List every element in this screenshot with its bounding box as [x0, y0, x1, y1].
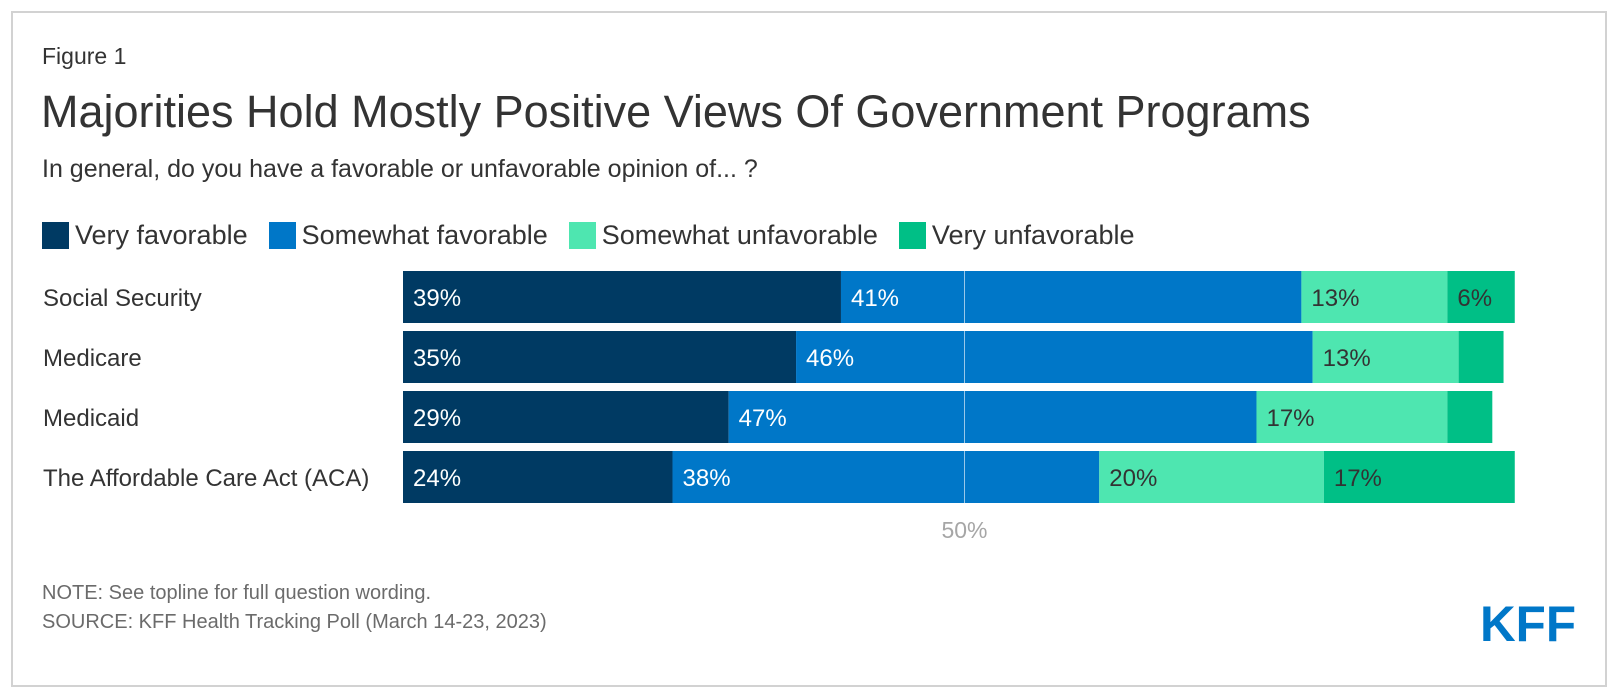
chart-title: Majorities Hold Mostly Positive Views Of…: [41, 86, 1311, 137]
data-label: 17%: [1266, 405, 1314, 432]
figure-label: Figure 1: [42, 43, 127, 69]
data-label: 46%: [806, 345, 854, 372]
bar-very-unfavorable-the-affordable-care-act-aca: [1323, 451, 1515, 503]
bar-very-favorable-social-security: [403, 271, 841, 323]
legend-swatch-very-favorable: [42, 221, 69, 249]
data-label: 39%: [413, 285, 461, 312]
legend-label-somewhat-unfavorable: Somewhat unfavorable: [601, 220, 878, 250]
data-label: 35%: [413, 345, 461, 372]
legend-item-somewhat-unfavorable: Somewhat unfavorable: [568, 220, 878, 250]
bar-somewhat-favorable-medicare: [796, 331, 1313, 383]
reference-line-label: 50%: [941, 517, 987, 543]
bar-somewhat-favorable-medicaid: [728, 391, 1257, 443]
bar-somewhat-favorable-social-security: [840, 271, 1302, 323]
legend-label-somewhat-favorable: Somewhat favorable: [301, 220, 548, 250]
bar-somewhat-unfavorable-social-security: [1301, 271, 1448, 323]
bar-somewhat-unfavorable-medicaid: [1256, 391, 1448, 443]
category-label: Medicaid: [43, 405, 139, 432]
bar-very-favorable-medicare: [403, 331, 797, 383]
kff-logo-text: KFF: [1480, 600, 1576, 646]
kff-logo: KFF: [1480, 600, 1576, 646]
data-label: 6%: [1457, 285, 1492, 312]
bar-very-unfavorable-medicaid: [1447, 391, 1493, 443]
category-label: Social Security: [43, 285, 202, 312]
legend-item-very-favorable: Very favorable: [42, 220, 248, 250]
category-label: The Affordable Care Act (ACA): [43, 465, 369, 492]
data-label: 13%: [1323, 345, 1371, 372]
chart-source: SOURCE: KFF Health Tracking Poll (March …: [42, 611, 547, 633]
bar-very-favorable-medicaid: [403, 391, 729, 443]
legend-item-very-unfavorable: Very unfavorable: [898, 220, 1135, 250]
bar-very-unfavorable-medicare: [1458, 331, 1504, 383]
legend-label-very-unfavorable: Very unfavorable: [931, 220, 1135, 250]
data-label: 29%: [413, 405, 461, 432]
data-label: 20%: [1109, 465, 1157, 492]
legend-swatch-very-unfavorable: [898, 221, 926, 249]
bar-very-favorable-the-affordable-care-act-aca: [403, 451, 673, 503]
data-label: 38%: [683, 465, 731, 492]
data-label: 41%: [851, 285, 899, 312]
data-label: 24%: [413, 465, 461, 492]
chart-subtitle: In general, do you have a favorable or u…: [42, 155, 758, 183]
data-label: 17%: [1334, 465, 1382, 492]
bar-somewhat-unfavorable-medicare: [1312, 331, 1459, 383]
data-label: 13%: [1311, 285, 1359, 312]
bar-very-unfavorable-social-security: [1447, 271, 1515, 323]
legend-swatch-somewhat-favorable: [268, 221, 296, 249]
legend-label-very-favorable: Very favorable: [75, 220, 248, 250]
bar-somewhat-unfavorable-the-affordable-care-act-aca: [1099, 451, 1324, 503]
legend-item-somewhat-favorable: Somewhat favorable: [268, 220, 548, 250]
category-label: Medicare: [43, 345, 142, 372]
bar-somewhat-favorable-the-affordable-care-act-aca: [672, 451, 1100, 503]
chart-note: NOTE: See topline for full question word…: [42, 582, 432, 604]
data-label: 47%: [739, 405, 787, 432]
legend-swatch-somewhat-unfavorable: [568, 221, 596, 249]
chart-legend: Very favorable Somewhat favorable Somewh…: [42, 220, 1156, 250]
